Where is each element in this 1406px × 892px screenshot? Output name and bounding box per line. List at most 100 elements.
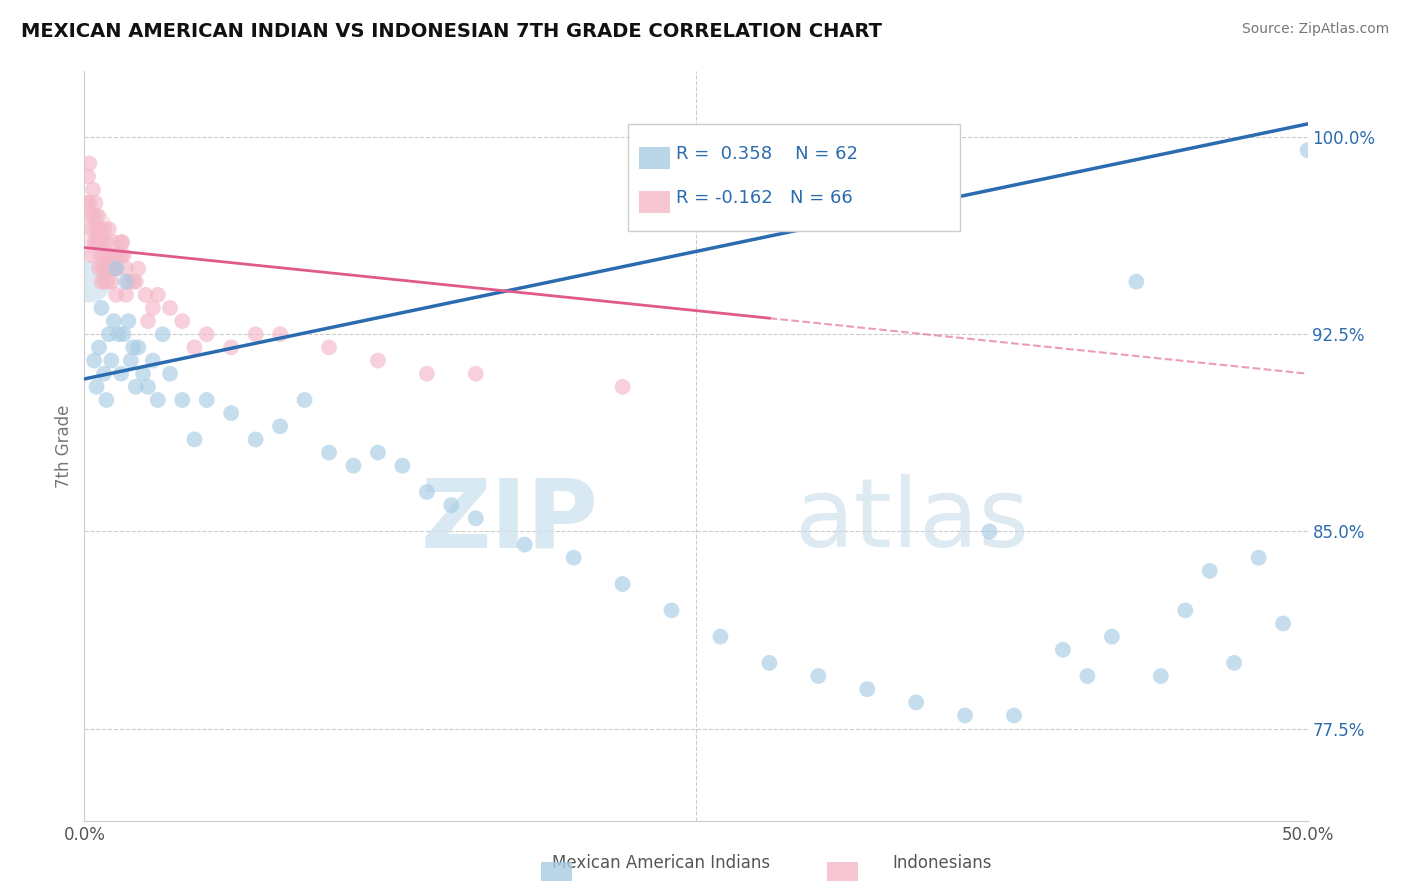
Point — [89, 248, 111, 262]
Point — [105, 261, 128, 276]
Point — [93, 275, 115, 289]
Point — [142, 353, 165, 368]
Point — [80, 222, 103, 236]
Point — [80, 248, 103, 262]
Point — [122, 340, 145, 354]
Point — [103, 261, 125, 276]
Point — [1272, 616, 1295, 631]
Point — [1174, 603, 1197, 617]
Point — [132, 367, 155, 381]
Point — [195, 392, 218, 407]
Point — [84, 195, 107, 210]
Point — [117, 275, 139, 289]
Point — [219, 340, 242, 354]
Point — [318, 445, 340, 459]
Text: Mexican American Indians: Mexican American Indians — [551, 855, 770, 872]
Point — [100, 275, 122, 289]
Point — [146, 392, 169, 407]
Point — [953, 708, 976, 723]
Point — [110, 367, 132, 381]
Point — [77, 169, 100, 184]
Point — [125, 380, 148, 394]
Point — [269, 327, 291, 342]
Point — [127, 340, 149, 354]
Point — [90, 235, 112, 250]
Point — [104, 261, 127, 276]
Point — [86, 380, 108, 394]
Point — [1101, 630, 1123, 644]
Point — [416, 485, 439, 500]
Point — [416, 367, 439, 381]
Point — [87, 209, 110, 223]
Point — [440, 498, 463, 512]
Point — [183, 433, 205, 447]
Point — [136, 380, 159, 394]
Point — [93, 367, 115, 381]
Point — [96, 248, 118, 262]
Point — [1296, 143, 1319, 157]
Point — [115, 261, 138, 276]
Point — [183, 340, 205, 354]
Point — [127, 261, 149, 276]
Point — [103, 314, 125, 328]
Point — [89, 235, 111, 250]
Point — [159, 301, 181, 315]
Point — [86, 222, 108, 236]
Point — [77, 195, 100, 210]
Point — [152, 327, 174, 342]
Point — [83, 209, 105, 223]
Point — [391, 458, 413, 473]
Point — [87, 261, 110, 276]
Point — [97, 275, 120, 289]
Point — [612, 380, 634, 394]
Point — [91, 261, 114, 276]
Point — [1247, 550, 1270, 565]
Point — [105, 288, 128, 302]
Point — [122, 275, 145, 289]
Text: atlas: atlas — [794, 475, 1029, 567]
Point — [82, 183, 104, 197]
Point — [245, 433, 267, 447]
Point — [112, 248, 135, 262]
Point — [94, 261, 117, 276]
Point — [219, 406, 242, 420]
Point — [1223, 656, 1246, 670]
Point — [513, 538, 536, 552]
Point — [83, 235, 105, 250]
Text: Source: ZipAtlas.com: Source: ZipAtlas.com — [1241, 22, 1389, 37]
Point — [110, 248, 132, 262]
Point — [709, 630, 731, 644]
Point — [120, 353, 142, 368]
Point — [97, 248, 120, 262]
Point — [245, 327, 267, 342]
Point — [97, 327, 120, 342]
Point — [856, 682, 879, 697]
Point — [612, 577, 634, 591]
Text: R = -0.162   N = 66: R = -0.162 N = 66 — [676, 189, 852, 207]
Point — [269, 419, 291, 434]
Point — [103, 235, 125, 250]
Point — [294, 392, 316, 407]
Point — [318, 340, 340, 354]
Point — [97, 261, 120, 276]
Point — [1198, 564, 1220, 578]
Point — [117, 314, 139, 328]
Point — [905, 695, 928, 709]
Point — [100, 353, 122, 368]
Point — [105, 261, 128, 276]
Point — [83, 353, 105, 368]
Point — [142, 301, 165, 315]
Point — [125, 275, 148, 289]
Point — [136, 314, 159, 328]
Point — [76, 195, 98, 210]
Point — [107, 327, 129, 342]
Point — [1076, 669, 1098, 683]
Point — [172, 314, 194, 328]
Point — [87, 340, 110, 354]
Point — [979, 524, 1001, 539]
Point — [107, 248, 129, 262]
Point — [79, 209, 101, 223]
Y-axis label: 7th Grade: 7th Grade — [55, 404, 73, 488]
Point — [115, 275, 138, 289]
Point — [172, 392, 194, 407]
